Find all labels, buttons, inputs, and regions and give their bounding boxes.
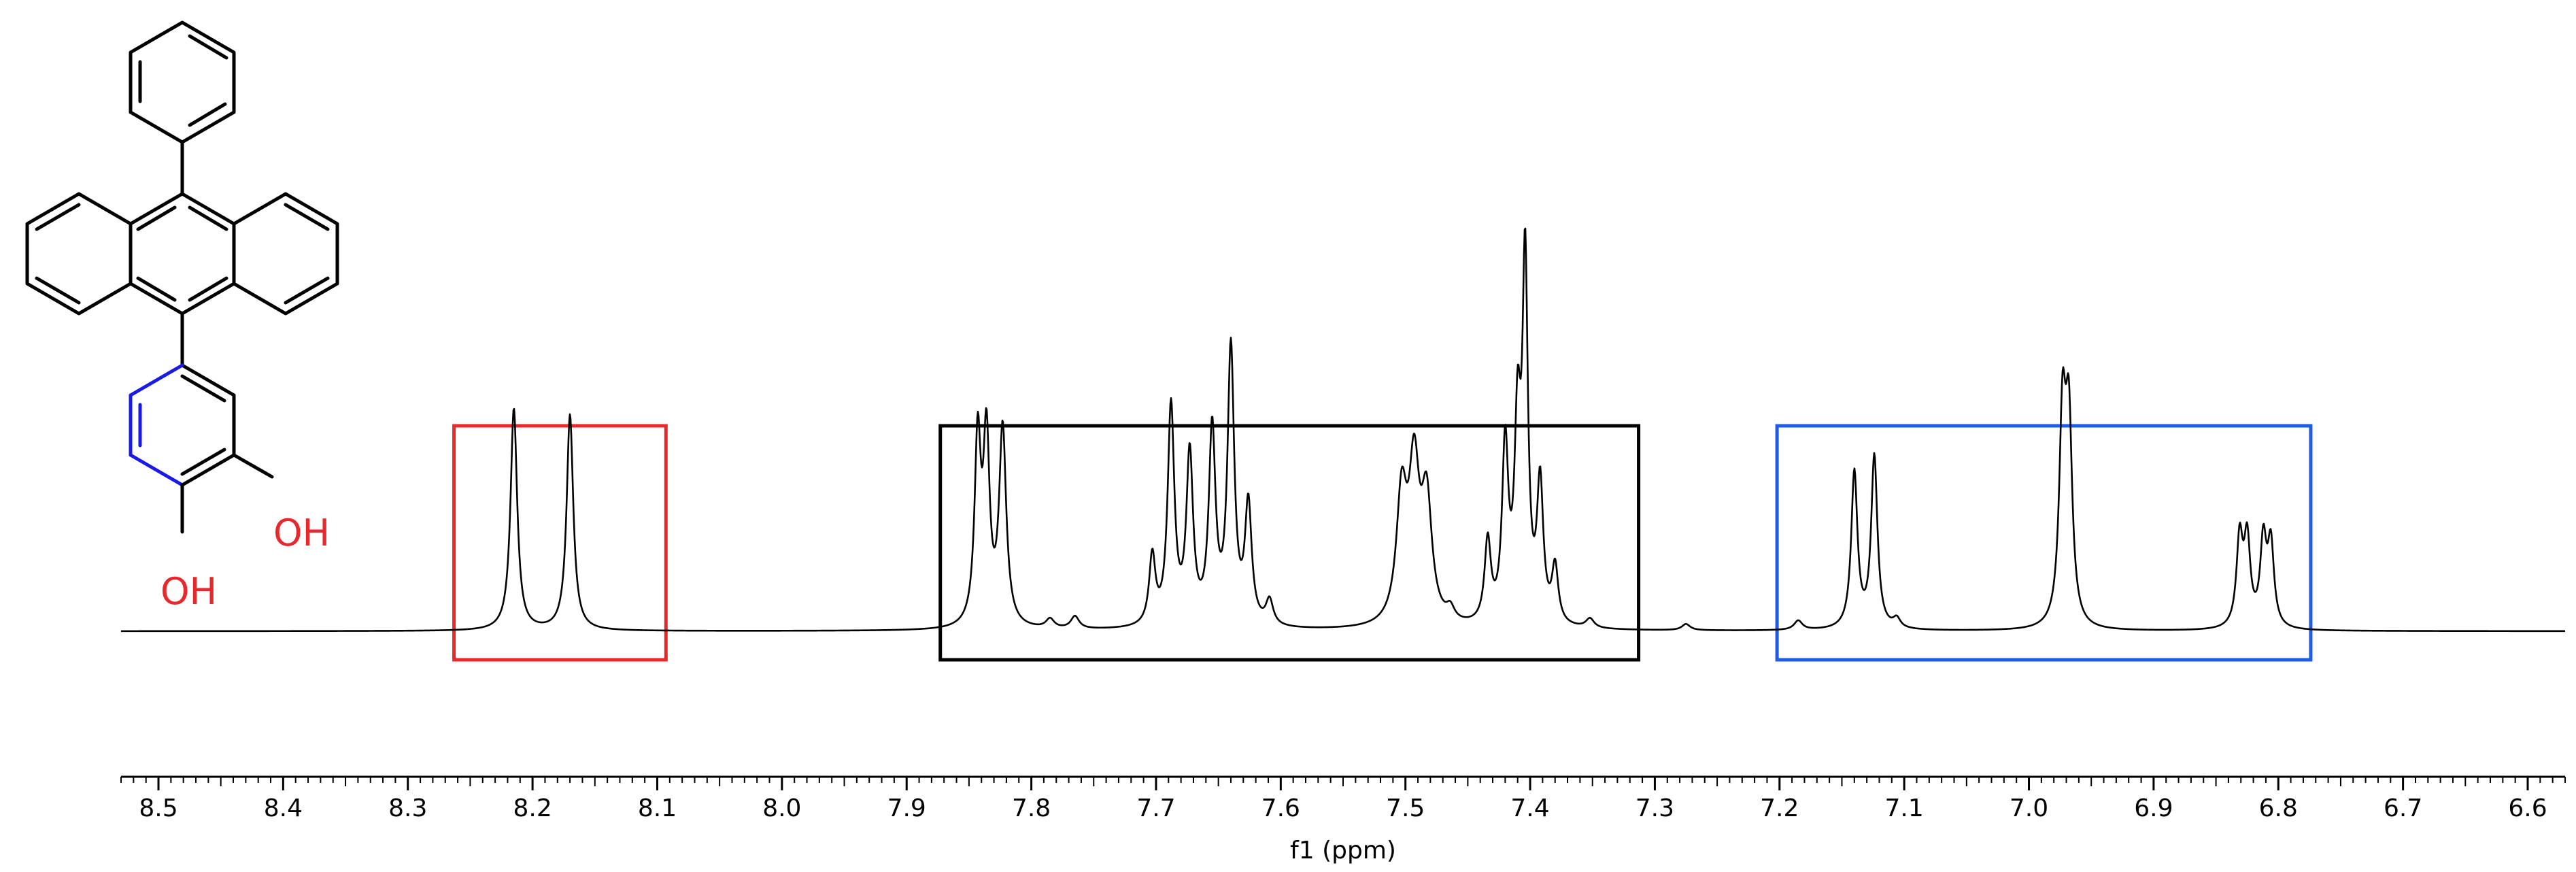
tick-label: 6.7 <box>2384 794 2422 822</box>
anthracene-double-bond <box>188 205 228 231</box>
tick-label: 7.2 <box>1760 794 1799 822</box>
x-axis-label: f1 (ppm) <box>1290 837 1396 865</box>
tick-label: 6.9 <box>2134 794 2173 822</box>
tick-label: 6.6 <box>2508 794 2547 822</box>
catechol-double-bond <box>180 374 226 403</box>
anthracene-left-ring <box>25 192 133 316</box>
catechol-bond <box>129 453 184 487</box>
tick-label: 8.2 <box>513 794 552 822</box>
region-box-1 <box>452 424 668 662</box>
hydroxyl-label: OH <box>273 512 330 554</box>
region-box-3 <box>1775 424 2313 662</box>
tick-label: 7.8 <box>1012 794 1051 822</box>
anthracene-double-bond <box>35 276 81 305</box>
tick-label: 6.8 <box>2259 794 2298 822</box>
phenyl-double-bond <box>188 34 228 60</box>
phenyl-ring <box>129 20 236 144</box>
spectrum-trace <box>120 227 2566 633</box>
tick-label: 7.3 <box>1636 794 1674 822</box>
region-box-2 <box>938 424 1641 662</box>
anthracene-double-bond <box>188 276 228 302</box>
anthracene-double-bond <box>284 276 330 305</box>
anthracene-right-ring <box>232 192 339 316</box>
tick-label: 8.4 <box>264 794 303 822</box>
tick-label: 8.0 <box>762 794 801 822</box>
tick-label: 7.7 <box>1136 794 1175 822</box>
tick-label: 8.3 <box>388 794 427 822</box>
anthracene-double-bond <box>284 203 330 231</box>
tick-label: 7.4 <box>1510 794 1549 822</box>
catechol-bond <box>180 363 236 397</box>
catechol-bond <box>180 453 236 487</box>
anthracene-double-bond <box>136 205 177 231</box>
tick-label: 7.0 <box>2010 794 2048 822</box>
catechol-ring <box>129 363 236 487</box>
anthracene-center-ring <box>129 192 236 316</box>
x-axis: 8.5 8.4 8.3 8.2 8.1 8.0 7.9 7.8 7.7 7.6 7.5 7.4 7.3 7… <box>120 775 2566 865</box>
tick-label: 8.1 <box>638 794 677 822</box>
anthracene-double-bond <box>35 203 81 231</box>
hydroxyl-label: OH <box>160 570 217 613</box>
region-boxes <box>452 424 2313 662</box>
tick-label: 7.9 <box>887 794 926 822</box>
hydroxyl-bond <box>232 453 274 479</box>
anthracene-double-bond <box>136 276 177 302</box>
molecule-structure <box>25 20 339 534</box>
catechol-double-bond <box>180 448 226 476</box>
tick-label: 7.1 <box>1885 794 1924 822</box>
x-axis-ticks: 8.5 8.4 8.3 8.2 8.1 8.0 7.9 7.8 7.7 7.6 7.5 7.4 7.3 7… <box>120 777 2566 822</box>
catechol-bond <box>129 363 184 397</box>
phenyl-double-bond <box>188 102 227 127</box>
tick-label: 7.5 <box>1386 794 1425 822</box>
tick-label: 8.5 <box>139 794 177 822</box>
tick-label: 7.6 <box>1261 794 1300 822</box>
